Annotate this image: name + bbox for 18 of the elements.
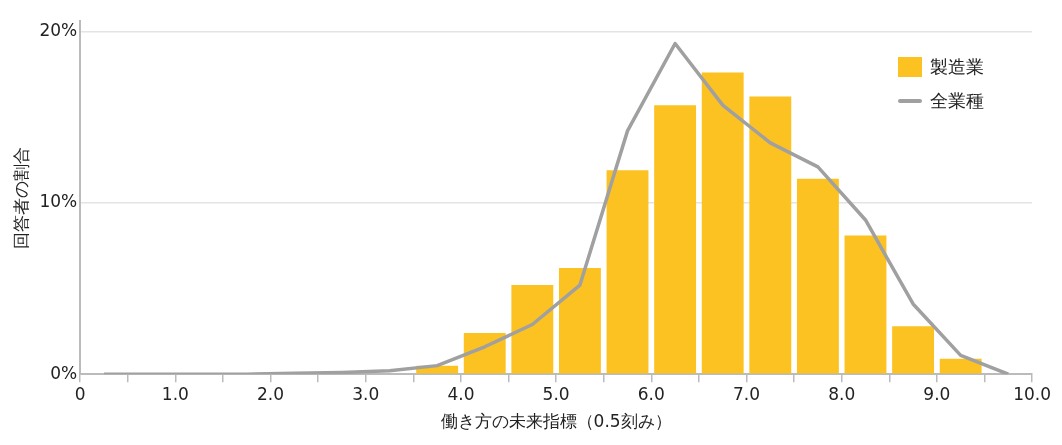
x-tick-label: 4.0	[447, 383, 475, 404]
y-axis-title: 回答者の割合	[10, 146, 31, 249]
x-tick-label: 2.0	[257, 383, 285, 404]
legend-label: 全業種	[930, 89, 984, 113]
legend-label: 製造業	[930, 55, 984, 79]
x-tick-label: 6.0	[637, 383, 665, 404]
x-axis-title: 働き方の未来指標（0.5刻み）	[440, 411, 672, 432]
y-tick-label: 20%	[39, 19, 78, 40]
x-tick-label: 8.0	[828, 383, 856, 404]
x-tick-label: 5.0	[542, 383, 570, 404]
x-tick-label: 7.0	[732, 383, 761, 404]
x-tick-label: 3.0	[352, 383, 380, 404]
x-tick-label: 0	[74, 383, 86, 404]
x-tick-label: 9.0	[923, 383, 951, 404]
y-tick-label: 10%	[39, 191, 78, 212]
x-tick-label: 1.0	[161, 383, 189, 404]
y-tick-label: 0%	[50, 362, 78, 383]
x-tick-label: 10.0	[1013, 383, 1051, 404]
